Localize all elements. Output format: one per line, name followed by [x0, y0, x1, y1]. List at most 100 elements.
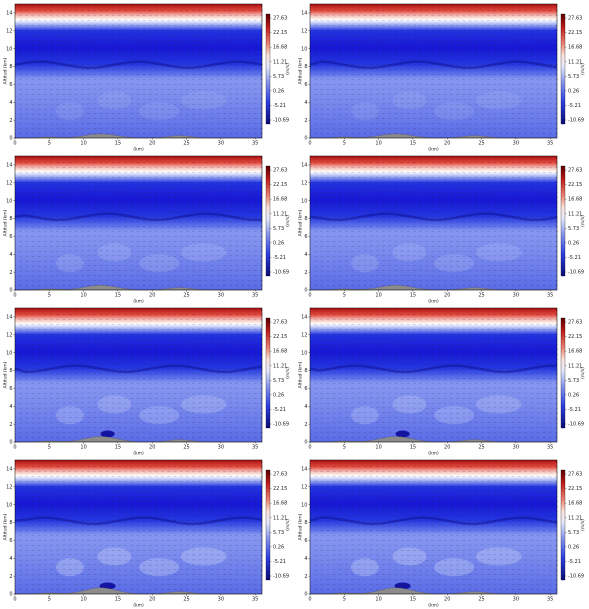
x-tick-label: 25 — [478, 445, 484, 451]
x-tick-label: 15 — [410, 445, 416, 451]
x-tick-label: 25 — [183, 293, 189, 299]
low-level-feature — [434, 102, 475, 121]
colorbar-tick-label: 27.63 — [273, 472, 287, 478]
x-tick-label: 20 — [444, 293, 450, 299]
field-background — [310, 4, 557, 138]
x-tick-label: 30 — [513, 445, 519, 451]
y-axis-label: Altitud (km) — [298, 209, 304, 236]
x-tick-label: 5 — [343, 445, 346, 451]
x-tick-label: 20 — [149, 445, 155, 451]
colorbar-tick-label: 22.15 — [568, 30, 582, 36]
x-tick-label: 10 — [80, 141, 86, 147]
y-tick-label: 4 — [304, 404, 307, 410]
colorbar-tick-label: 27.63 — [568, 472, 582, 478]
colorbar-tick-label: -10.69 — [273, 270, 289, 276]
panel-svg: 0 5 10 15 20 25 30 35 0 2 4 6 8 10 12 14 (km) Altitud (km… — [3, 155, 291, 304]
x-tick-label: 0 — [308, 445, 311, 451]
low-level-feature — [475, 243, 522, 262]
colorbar-tick-label: 5.73 — [273, 378, 284, 384]
colorbar-tick-label: -5.21 — [273, 407, 286, 413]
x-tick-label: 25 — [478, 293, 484, 299]
x-tick-label: 35 — [547, 293, 553, 299]
x-tick-label: 15 — [115, 293, 121, 299]
panel-svg: 0 5 10 15 20 25 30 35 0 2 4 6 8 10 12 14 (km) Altitud (km… — [3, 459, 291, 608]
field-background — [15, 460, 262, 594]
y-tick-label: 2 — [9, 270, 12, 276]
low-level-feature — [139, 558, 180, 577]
y-tick-label: 0 — [9, 136, 12, 142]
x-tick-label: 10 — [375, 445, 381, 451]
y-tick-label: 12 — [301, 29, 307, 35]
field-background — [310, 460, 557, 594]
field-background — [310, 308, 557, 442]
y-tick-label: 14 — [301, 467, 307, 473]
x-tick-label: 5 — [343, 141, 346, 147]
colorbar-tick-label: -10.69 — [568, 270, 584, 276]
x-tick-label: 15 — [115, 445, 121, 451]
x-tick-label: 35 — [252, 141, 258, 147]
colorbar-tick-label: 27.63 — [273, 16, 287, 22]
axes-frame — [309, 307, 558, 443]
downslope-jet — [100, 430, 115, 438]
y-axis-label: Altitud (km) — [298, 361, 304, 388]
low-level-feature — [392, 91, 427, 110]
colorbar-tick-label: 16.68 — [568, 197, 582, 203]
wind-panel-6: 0 5 10 15 20 25 30 35 0 2 4 6 8 10 12 14 (km) Altitud (km… — [295, 304, 589, 456]
colorbar-tick-label: 11.21 — [568, 363, 582, 369]
x-tick-label: 35 — [252, 293, 258, 299]
panel-svg: 0 5 10 15 20 25 30 35 0 2 4 6 8 10 12 14 (km) Altitud (km… — [298, 307, 586, 457]
colorbar-tick-label: 0.26 — [273, 544, 284, 550]
low-level-feature — [139, 406, 180, 425]
x-tick-label: 30 — [218, 293, 224, 299]
low-level-feature — [97, 243, 132, 262]
y-axis-label: Altitud (km) — [3, 57, 9, 84]
colorbar-label: (m/s) — [580, 519, 586, 531]
x-tick-label: 30 — [513, 293, 519, 299]
wind-vectors — [19, 5, 263, 135]
colorbar-label: (m/s) — [285, 63, 291, 75]
x-tick-label: 0 — [13, 597, 16, 603]
x-tick-label: 20 — [444, 141, 450, 147]
contour-wave — [14, 212, 263, 222]
low-level-feature — [139, 254, 180, 273]
wind-panel-5: 0 5 10 15 20 25 30 35 0 2 4 6 8 10 12 14 (km) Altitud (km… — [0, 304, 294, 456]
downslope-jet — [394, 582, 411, 590]
colorbar-tick-label: 11.21 — [273, 211, 287, 217]
colorbar — [265, 469, 271, 581]
low-level-feature — [139, 102, 180, 121]
field-background — [15, 308, 262, 442]
x-tick-label: 5 — [48, 597, 51, 603]
x-axis-label: (km) — [428, 299, 439, 305]
colorbar-tick-label: -10.69 — [568, 118, 584, 124]
colorbar — [560, 317, 566, 429]
axes-frame — [14, 3, 263, 139]
x-tick-label: 35 — [252, 445, 258, 451]
y-tick-label: 4 — [9, 556, 12, 562]
colorbar-tick-label: 5.73 — [273, 530, 284, 536]
y-tick-label: 0 — [304, 136, 307, 142]
y-axis-label: Altitud (km) — [3, 361, 9, 388]
x-tick-label: 15 — [410, 597, 416, 603]
y-tick-label: 4 — [9, 404, 12, 410]
y-tick-label: 12 — [301, 333, 307, 339]
axes-frame — [14, 155, 263, 291]
x-tick-label: 30 — [218, 141, 224, 147]
x-tick-label: 0 — [13, 445, 16, 451]
x-tick-label: 10 — [375, 293, 381, 299]
colorbar-tick-label: 27.63 — [568, 320, 582, 326]
colorbar-tick-label: 11.21 — [568, 515, 582, 521]
colorbar-label: (m/s) — [580, 215, 586, 227]
low-level-feature — [392, 547, 427, 566]
colorbar-tick-label: 11.21 — [273, 515, 287, 521]
colorbar-tick-label: 0.26 — [568, 544, 579, 550]
y-tick-label: 10 — [301, 502, 307, 508]
y-tick-label: 2 — [9, 422, 12, 428]
colorbar-tick-label: 5.73 — [273, 226, 284, 232]
colorbar-label: (m/s) — [285, 215, 291, 227]
colorbar — [265, 13, 271, 125]
x-axis-label: (km) — [428, 451, 439, 457]
y-tick-label: 10 — [6, 46, 12, 52]
x-tick-label: 20 — [444, 597, 450, 603]
x-tick-label: 10 — [80, 597, 86, 603]
